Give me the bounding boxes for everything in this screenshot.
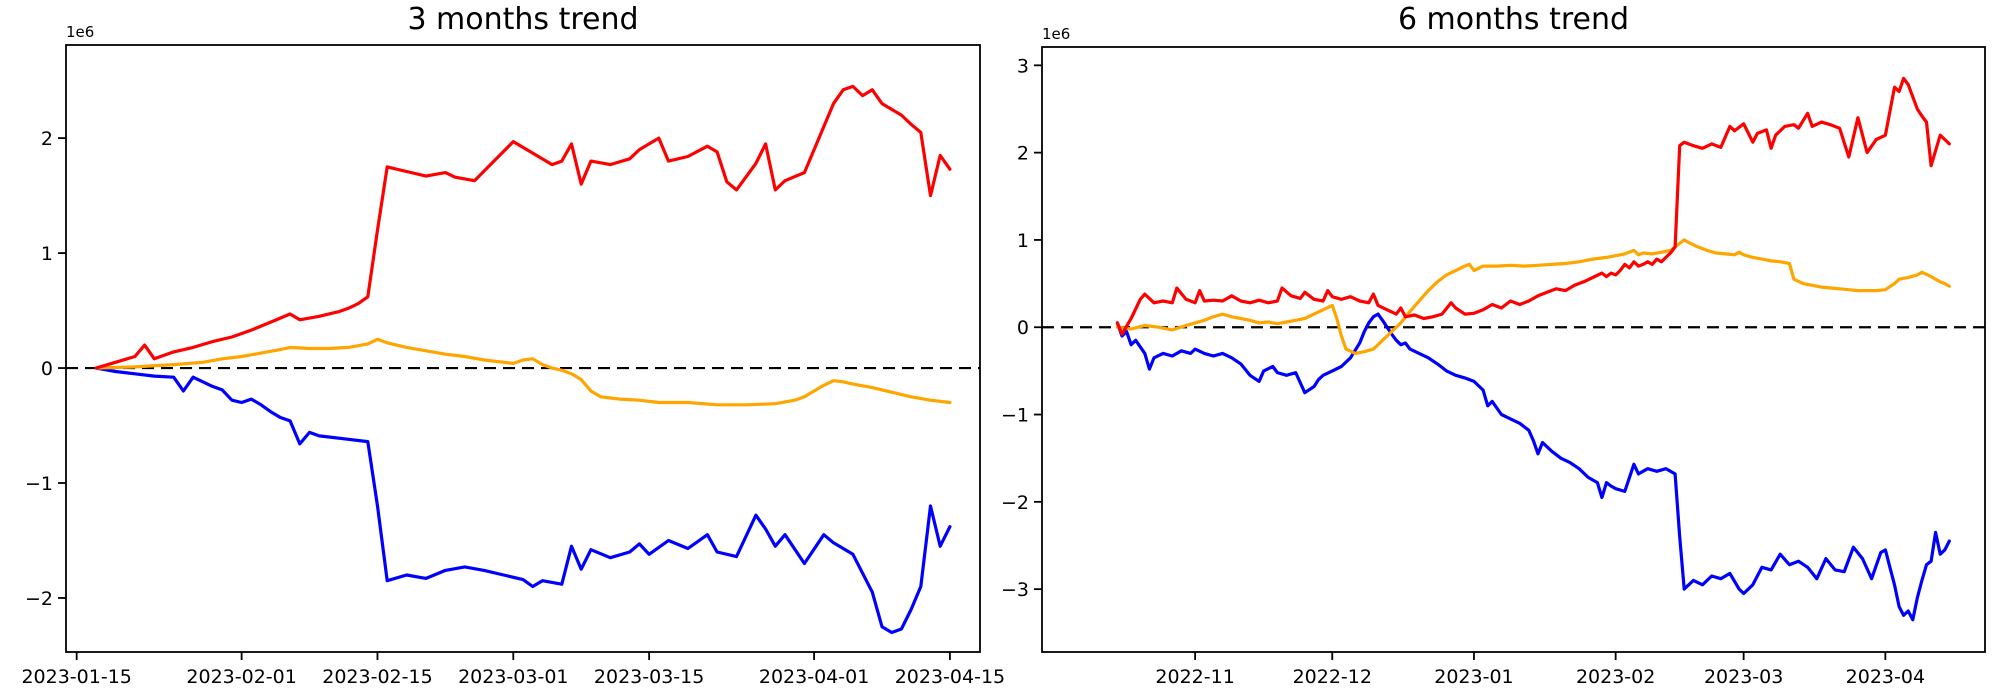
x-tick-label: 2023-04-15 <box>895 666 1005 688</box>
series-orange-line <box>94 337 952 407</box>
series-red-line <box>94 84 952 370</box>
chart-title-3-months: 3 months trend <box>407 2 639 37</box>
x-tick-label: 2022-11 <box>1155 666 1234 688</box>
x-tick-label: 2023-03-15 <box>594 666 704 688</box>
axes-spines <box>1041 46 1986 653</box>
x-tick-label: 2023-03-01 <box>458 666 568 688</box>
y-tick-label: 3 <box>1017 55 1029 77</box>
y-tick-label: −2 <box>25 588 53 610</box>
y-axis-offset-label-left: 1e6 <box>66 23 95 41</box>
series-blue-line <box>94 366 952 635</box>
y-axis-offset-label-right: 1e6 <box>1042 25 1071 43</box>
x-tick-label: 2023-02-01 <box>186 666 296 688</box>
chart-title-6-months: 6 months trend <box>1397 2 1630 37</box>
x-tick-label: 2023-02-15 <box>322 666 432 688</box>
series-red-line <box>1115 76 1951 336</box>
y-tick-label: −2 <box>1001 492 1029 514</box>
y-tick-label: 0 <box>1017 317 1029 339</box>
y-tick-label: 2 <box>41 128 53 150</box>
x-tick-label: 2023-03 <box>1704 666 1783 688</box>
axes-spines <box>65 44 981 653</box>
x-tick-label: 2023-04 <box>1846 666 1925 688</box>
series-orange-line <box>1115 238 1951 355</box>
series-blue-line <box>1115 312 1951 622</box>
y-tick-label: −1 <box>1001 405 1029 427</box>
x-tick-label: 2022-12 <box>1293 666 1372 688</box>
x-tick-label: 2023-01-15 <box>21 666 131 688</box>
x-tick-label: 2023-04-01 <box>759 666 869 688</box>
y-tick-label: −1 <box>25 473 53 495</box>
x-tick-label: 2023-01 <box>1434 666 1513 688</box>
chart-6-months-plot: 2022-11 2022-12 2023-01 2023-02 2023-03 2023-… <box>1001 46 1986 688</box>
y-tick-label: −3 <box>1001 579 1029 601</box>
y-tick-label: 2 <box>1017 143 1029 165</box>
chart-3-months-plot: 2023-01-15 2023-02-01 2023-02-15 2023-03-01… <box>21 44 1005 688</box>
y-tick-label: 1 <box>41 243 53 265</box>
y-tick-label: 1 <box>1017 230 1029 252</box>
x-tick-label: 2023-02 <box>1576 666 1655 688</box>
y-tick-label: 0 <box>41 358 53 380</box>
